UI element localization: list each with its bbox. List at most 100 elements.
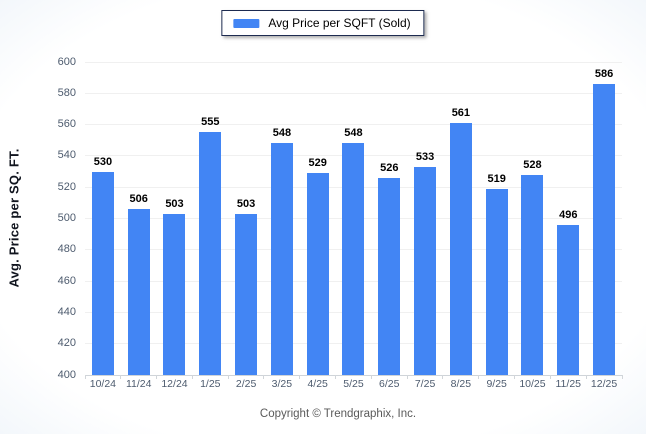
- bars-layer: 530 506 503 555 503 548 529 548 526 533 561 519 528 4…: [85, 62, 622, 375]
- bar: [593, 83, 616, 375]
- copyright-text: Copyright © Trendgraphix, Inc.: [259, 408, 417, 420]
- x-tick-label: 8/25: [450, 378, 472, 390]
- x-tick-label: 10/25: [519, 378, 546, 390]
- bar: [414, 166, 437, 375]
- x-axis-tick: [478, 375, 480, 379]
- bar-column: 496: [550, 62, 586, 375]
- x-axis-tick: [263, 375, 265, 379]
- bar-value-label: 561: [451, 107, 471, 120]
- bar-column: 503: [228, 62, 264, 375]
- x-axis-tick: [120, 375, 122, 379]
- bar-value-label: 496: [559, 208, 578, 221]
- legend-label: Avg Price per SQFT (Sold): [268, 16, 411, 30]
- bar-column: 561: [443, 62, 479, 375]
- bar-value-label: 533: [415, 150, 435, 163]
- x-tick-label: 12/25: [590, 378, 618, 390]
- bar-value-label: 528: [523, 158, 542, 171]
- x-tick-label: 5/25: [343, 378, 364, 390]
- bar-column: 530: [85, 62, 121, 375]
- x-tick-label: 9/25: [486, 378, 507, 390]
- bar-column: 503: [157, 62, 193, 375]
- y-tick-label: 580: [57, 86, 76, 99]
- bar: [91, 171, 114, 375]
- x-axis-tick: [585, 375, 587, 379]
- gridline: [85, 374, 622, 376]
- bar-value-label: 530: [93, 155, 113, 168]
- bar: [306, 173, 329, 375]
- bar-column: 586: [586, 62, 622, 375]
- x-tick-label: 6/25: [379, 378, 400, 390]
- gridline: [85, 124, 622, 126]
- x-axis-tick: [406, 375, 408, 379]
- gridline: [85, 61, 622, 63]
- y-tick-label: 540: [57, 149, 76, 162]
- bar: [163, 213, 186, 375]
- bar-value-label: 503: [165, 197, 184, 210]
- x-tick-label: 11/24: [125, 378, 152, 390]
- bar-value-label: 503: [236, 197, 256, 210]
- x-tick-label: 10/24: [89, 378, 117, 390]
- bar: [521, 174, 544, 375]
- bar-column: 555: [192, 62, 228, 375]
- bar-value-label: 555: [201, 116, 220, 129]
- bar: [342, 143, 365, 375]
- bar-column: 529: [300, 62, 336, 375]
- x-tick-label: 4/25: [307, 378, 328, 390]
- bar-value-label: 519: [487, 172, 506, 185]
- bar: [557, 224, 580, 375]
- y-tick-label: 520: [57, 180, 76, 193]
- x-axis-tick: [191, 375, 193, 379]
- x-axis-tick: [549, 375, 551, 379]
- x-tick-label: 3/25: [271, 378, 293, 390]
- bar-value-label: 548: [344, 127, 363, 140]
- x-axis-tick: [156, 375, 158, 379]
- x-tick-label: 11/25: [555, 378, 582, 390]
- y-tick-label: 500: [57, 212, 76, 224]
- x-axis-tick: [227, 375, 229, 379]
- x-tick-label: 1/25: [200, 378, 221, 390]
- bar: [127, 209, 150, 375]
- y-tick-label: 560: [57, 118, 76, 131]
- y-tick-label: 420: [57, 337, 76, 350]
- bar-column: 548: [264, 62, 300, 375]
- legend: Avg Price per SQFT (Sold): [221, 10, 425, 36]
- bar: [199, 132, 222, 375]
- y-tick-label: 600: [57, 55, 76, 68]
- bar-column: 548: [336, 62, 372, 375]
- bar-column: 506: [121, 62, 157, 375]
- bar-value-label: 529: [308, 157, 327, 170]
- x-axis-tick: [84, 375, 86, 379]
- y-axis-title: Avg. Price per SQ. FT.: [6, 148, 22, 288]
- x-axis-labels: 10/24 11/24 12/24 1/25 2/25 3/25 4/25 5/25 6/25 7…: [85, 378, 622, 390]
- bar-value-label: 548: [272, 127, 292, 140]
- plot-area: 400 420 440 460 480 500 520 540 560 580 600 530 506…: [58, 56, 623, 381]
- bar: [378, 177, 401, 375]
- x-axis-tick: [370, 375, 372, 379]
- bar: [449, 123, 472, 375]
- bar: [235, 213, 258, 375]
- bar: [270, 143, 293, 375]
- bar-value-label: 586: [594, 67, 614, 80]
- bar-column: 528: [515, 62, 551, 375]
- bar-value-label: 526: [380, 161, 399, 174]
- bar-column: 526: [371, 62, 407, 375]
- x-axis-tick: [442, 375, 444, 379]
- y-tick-label: 440: [57, 305, 76, 318]
- x-tick-label: 2/25: [235, 378, 257, 390]
- y-tick-label: 480: [57, 243, 76, 256]
- x-tick-label: 12/24: [161, 378, 188, 390]
- x-axis-tick: [335, 375, 337, 379]
- x-axis-tick: [299, 375, 301, 379]
- bar: [485, 188, 508, 375]
- legend-swatch-icon: [233, 18, 260, 28]
- gridline: [85, 92, 622, 94]
- y-tick-label: 460: [57, 274, 76, 287]
- bar-value-label: 506: [129, 193, 148, 206]
- y-tick-label: 400: [57, 368, 76, 381]
- x-axis-tick: [621, 375, 623, 379]
- x-axis-tick: [514, 375, 516, 379]
- bar-column: 533: [407, 62, 443, 375]
- x-tick-label: 7/25: [414, 378, 436, 390]
- bar-column: 519: [479, 62, 515, 375]
